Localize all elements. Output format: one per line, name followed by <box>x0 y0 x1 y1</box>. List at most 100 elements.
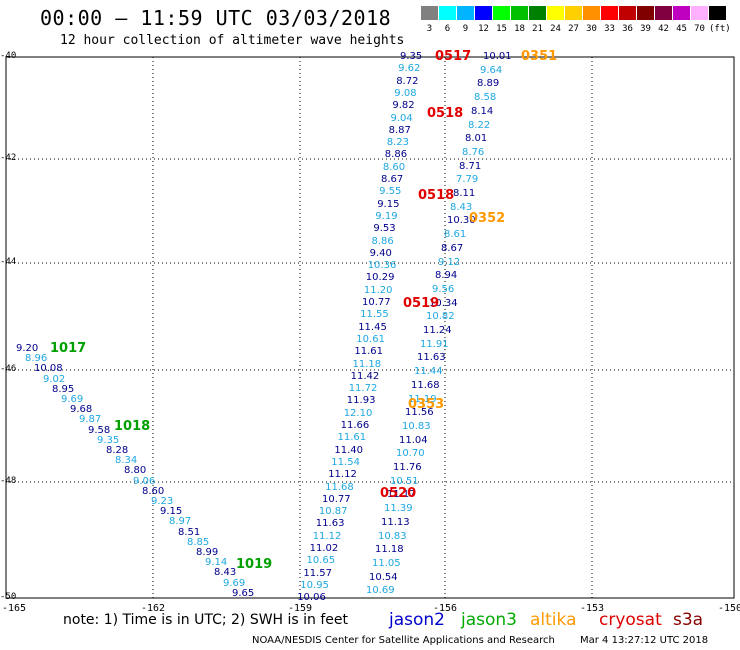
wave-height-value: 8.87 <box>388 124 411 136</box>
latitude-tick-label: -48 <box>0 476 17 486</box>
color-scale-label: 45 <box>676 24 687 34</box>
wave-height-value: 9.02 <box>43 373 66 385</box>
wave-height-value: 10.83 <box>378 530 407 542</box>
latitude-tick-label: -42 <box>0 153 17 163</box>
color-scale-label: 9 <box>462 24 469 34</box>
color-scale-swatch <box>565 6 582 20</box>
wave-height-value: 10.06 <box>297 592 326 604</box>
wave-height-value: 8.85 <box>187 536 210 548</box>
wave-height-value: 11.24 <box>423 325 452 336</box>
wave-height-value: 11.42 <box>350 370 380 382</box>
wave-height-value: 11.02 <box>309 543 339 554</box>
wave-height-value: 9.69 <box>61 394 84 405</box>
wave-height-value: 8.86 <box>384 149 408 161</box>
wave-height-value: 10.95 <box>300 579 329 591</box>
pass-number-label: 0519 <box>403 296 440 311</box>
wave-height-value: 11.05 <box>372 557 401 569</box>
wave-height-value: 11.13 <box>381 516 410 528</box>
wave-height-value: 11.72 <box>348 383 378 395</box>
wave-height-value: 8.99 <box>196 547 219 558</box>
color-scale-label: 30 <box>586 24 597 34</box>
wave-height-value: 7.79 <box>456 174 479 186</box>
wave-height-value: 8.22 <box>468 119 491 131</box>
wave-height-value: 8.14 <box>471 105 494 117</box>
wave-height-value: 11.04 <box>399 434 428 446</box>
wave-height-value: 8.60 <box>142 485 165 497</box>
wave-height-value: 8.94 <box>435 270 458 282</box>
wave-height-value: 8.43 <box>214 567 237 579</box>
wave-height-value: 9.08 <box>394 87 417 99</box>
wave-height-value: 8.23 <box>386 137 409 149</box>
longitude-tick-label: -165 <box>1 603 27 614</box>
wave-height-value: 11.91 <box>420 338 449 350</box>
pass-number-label: 0353 <box>408 397 445 412</box>
color-scale-swatch <box>421 6 438 20</box>
legend-cryosat: cryosat <box>599 610 662 630</box>
wave-height-value: 8.86 <box>371 235 394 247</box>
color-scale-label: 21 <box>532 24 543 34</box>
color-scale-swatch <box>511 6 528 20</box>
wave-height-value: 10.83 <box>402 420 431 432</box>
wave-height-value: 9.40 <box>369 247 392 259</box>
legend-s3a: s3a <box>673 610 704 630</box>
color-scale-label: 27 <box>568 24 579 34</box>
color-scale-swatch <box>637 6 654 20</box>
wave-height-value: 9.15 <box>160 506 183 518</box>
wave-height-value: 10.01 <box>483 51 512 62</box>
wave-height-value: 9.53 <box>373 223 396 235</box>
pass-number-label: 1018 <box>114 419 151 434</box>
color-scale-label: 70 <box>694 24 705 34</box>
color-scale-label: 33 <box>604 24 615 34</box>
wave-height-value: 11.54 <box>331 456 360 468</box>
wave-height-value: 10.77 <box>362 297 391 308</box>
wave-height-value: 8.80 <box>124 465 147 477</box>
color-scale-label: 12 <box>478 24 489 34</box>
longitude-tick-label: -159 <box>287 603 313 614</box>
wave-height-value: 10.77 <box>322 493 351 505</box>
wave-height-value: 10.36 <box>367 260 397 272</box>
pass-number-label: 0517 <box>435 49 472 64</box>
color-scale-label: 24 <box>550 24 561 34</box>
wave-height-value: 11.68 <box>411 379 440 391</box>
wave-height-value: 11.12 <box>328 469 357 481</box>
page-subtitle: 12 hour collection of altimeter wave hei… <box>60 33 405 48</box>
color-scale-label: (ft) <box>709 24 731 34</box>
wave-height-value: 11.39 <box>384 503 413 515</box>
wave-height-value: 9.68 <box>70 404 93 416</box>
map-border <box>5 56 735 599</box>
wave-height-value: 8.60 <box>382 161 406 173</box>
color-scale-swatch <box>673 6 690 20</box>
color-scale-swatch <box>529 6 546 20</box>
wave-height-value: 9.20 <box>16 343 39 354</box>
latitude-tick-label: -46 <box>0 364 17 374</box>
longitude-tick-label: -150 <box>717 603 740 614</box>
wave-height-value: 11.76 <box>393 462 422 473</box>
wave-height-value: 9.62 <box>398 63 421 75</box>
generated-timestamp: Mar 4 13:27:12 UTC 2018 <box>580 635 709 646</box>
credit-line: NOAA/NESDIS Center for Satellite Applica… <box>252 635 555 646</box>
wave-height-value: 9.82 <box>392 100 415 112</box>
color-scale-label: 39 <box>640 24 651 34</box>
color-scale-label: 42 <box>658 24 669 34</box>
wave-height-value: 8.76 <box>462 146 485 158</box>
color-scale-swatch <box>601 6 618 20</box>
wave-height-value: 8.34 <box>115 455 138 467</box>
color-scale-swatch <box>475 6 492 20</box>
page-title: 00:00 – 11:59 UTC 03/03/2018 <box>40 6 392 30</box>
wave-height-value: 8.11 <box>453 188 476 199</box>
wave-height-value: 11.55 <box>360 309 389 321</box>
color-scale-label: 15 <box>496 24 507 34</box>
longitude-tick-label: -153 <box>579 603 605 614</box>
wave-height-value: 8.67 <box>441 242 464 254</box>
color-scale-swatch <box>547 6 564 20</box>
color-scale-label: 18 <box>514 24 525 34</box>
wave-height-value: 9.12 <box>438 256 461 268</box>
wave-height-value: 11.93 <box>346 395 376 407</box>
wave-height-value: 9.58 <box>88 424 111 436</box>
wave-height-value: 11.12 <box>312 530 342 542</box>
color-scale-swatch <box>583 6 600 20</box>
color-scale-label: 6 <box>444 24 451 34</box>
wave-height-value: 9.06 <box>133 475 156 487</box>
wave-height-value: 9.64 <box>480 64 503 76</box>
